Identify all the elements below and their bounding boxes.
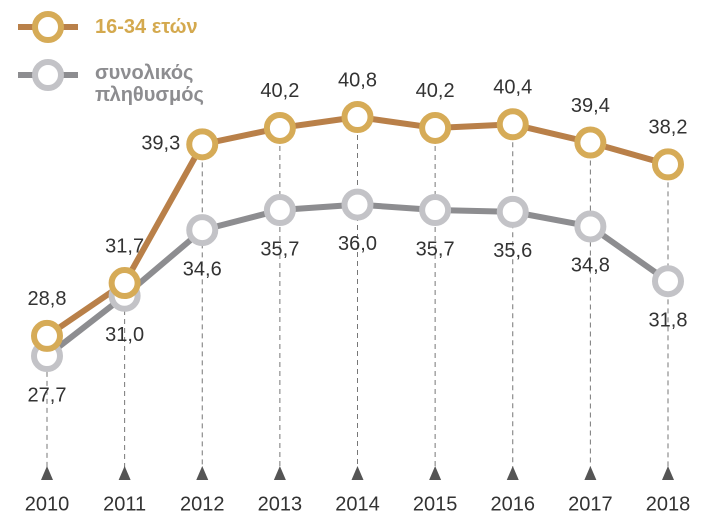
value-label: 40,4 — [493, 77, 532, 99]
value-label: 40,2 — [260, 80, 299, 102]
value-label: 35,7 — [260, 238, 299, 260]
value-label: 38,2 — [649, 117, 688, 139]
marker — [263, 194, 296, 227]
tick-arrow — [196, 466, 209, 480]
tick-arrow — [429, 466, 442, 480]
value-label: 31,7 — [105, 235, 144, 257]
marker — [31, 319, 63, 352]
value-label: 36,0 — [338, 233, 377, 255]
marker — [574, 126, 607, 159]
value-label: 39,3 — [141, 133, 180, 155]
x-tick-label: 2011 — [103, 493, 146, 515]
tick-arrow — [118, 466, 131, 480]
legend-label: συνολικός πληθυσμός — [95, 62, 204, 106]
tick-arrow — [662, 466, 674, 480]
value-label: 34,6 — [183, 258, 222, 280]
x-tick-label: 2017 — [568, 493, 613, 515]
value-label: 34,8 — [571, 255, 610, 277]
x-tick-label: 2014 — [335, 493, 380, 515]
value-label: 28,8 — [28, 288, 67, 310]
marker — [574, 210, 607, 243]
tick-arrow — [351, 466, 364, 480]
value-label: 39,4 — [571, 95, 610, 117]
legend-marker — [32, 59, 64, 91]
value-label: 35,6 — [493, 240, 532, 262]
x-tick-label: 2013 — [258, 493, 303, 515]
tick-arrow — [506, 466, 519, 480]
marker — [652, 148, 684, 181]
x-tick-label: 2010 — [25, 493, 70, 515]
x-tick-label: 2018 — [646, 493, 691, 515]
marker — [186, 128, 219, 161]
value-label: 31,0 — [105, 324, 144, 346]
marker — [496, 195, 529, 228]
tick-arrow — [273, 466, 286, 480]
x-tick-label: 2012 — [180, 493, 225, 515]
tick-arrow — [41, 466, 53, 480]
tick-arrow — [584, 466, 597, 480]
marker — [652, 265, 684, 298]
value-label: 27,7 — [28, 384, 67, 406]
value-label: 35,7 — [416, 238, 455, 260]
marker — [496, 108, 529, 141]
value-label: 31,8 — [649, 309, 688, 331]
value-label: 40,8 — [338, 69, 377, 91]
marker — [341, 188, 374, 221]
x-tick-label: 2016 — [491, 493, 536, 515]
marker — [341, 101, 374, 133]
legend-marker — [32, 11, 64, 43]
marker — [419, 111, 452, 144]
marker — [419, 194, 452, 227]
marker — [108, 267, 141, 300]
marker — [186, 214, 219, 247]
marker — [263, 111, 296, 144]
value-label: 40,2 — [416, 80, 455, 102]
x-tick-label: 2015 — [413, 493, 458, 515]
legend-label: 16-34 ετών — [95, 16, 198, 38]
